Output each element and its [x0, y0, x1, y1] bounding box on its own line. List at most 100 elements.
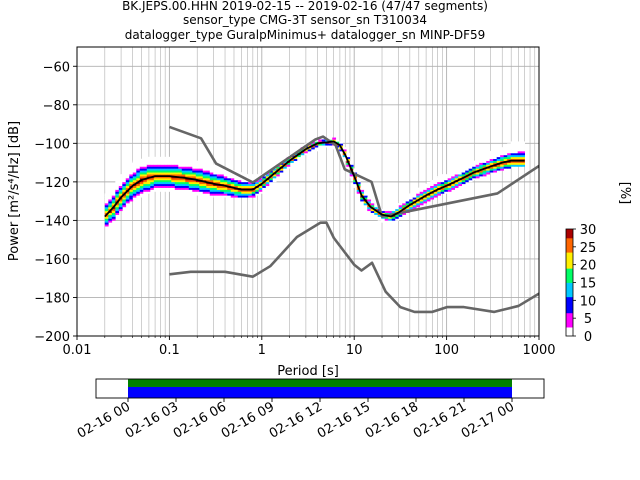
heatmap-cell: [521, 147, 525, 150]
y-tick-label: −120: [34, 176, 70, 191]
heatmap-cell: [500, 168, 504, 171]
heatmap-cell: [412, 193, 417, 196]
timeline-tick-label: 02-16 21: [411, 399, 469, 441]
heatmap-cell: [174, 168, 179, 171]
heatmap-cell: [258, 185, 263, 188]
colorbar-segment: [566, 319, 573, 323]
y-tick-label: −180: [34, 291, 70, 306]
heatmap-cell: [150, 189, 155, 192]
heatmap-cell: [405, 203, 410, 206]
heatmap-cell: [510, 154, 515, 158]
colorbar-segment: [566, 271, 573, 274]
heatmap-cell: [500, 156, 504, 160]
heatmap-cell: [493, 166, 497, 169]
timeline-tick-label: 02-16 09: [219, 399, 277, 441]
heatmap-cell: [164, 168, 169, 171]
heatmap-cell: [209, 183, 214, 187]
heatmap-cell: [269, 183, 274, 187]
heatmap-cell: [125, 179, 130, 183]
heatmap-cell: [503, 166, 508, 169]
heatmap-cell: [174, 185, 179, 188]
heatmap-cell: [139, 158, 144, 161]
heatmap-cell: [213, 189, 218, 192]
colorbar-segment: [566, 253, 573, 257]
heatmap-cell: [195, 183, 200, 187]
heatmap-cell: [458, 172, 463, 175]
heatmap-cell: [167, 185, 172, 188]
heatmap-cell: [290, 164, 295, 167]
heatmap-cell: [192, 164, 197, 167]
heatmap-cell: [423, 201, 428, 204]
heatmap-cell: [237, 189, 242, 192]
heatmap-cell: [136, 162, 141, 165]
heatmap-cell: [391, 220, 396, 223]
heatmap-cell: [174, 170, 179, 173]
heatmap-cell: [104, 204, 109, 208]
heatmap-cell: [258, 191, 263, 194]
heatmap-cell: [178, 187, 183, 190]
heatmap-cell: [489, 158, 494, 161]
heatmap-cell: [206, 168, 211, 171]
heatmap-cell: [342, 154, 347, 158]
heatmap-cell: [514, 151, 518, 154]
heatmap-cell: [440, 179, 445, 183]
colorbar-segment: [566, 277, 573, 280]
heatmap-cell: [188, 160, 193, 163]
heatmap-cell: [132, 179, 137, 183]
heatmap-cell: [223, 195, 228, 198]
heatmap-cell: [503, 152, 508, 156]
heatmap-cell: [269, 166, 274, 169]
heatmap-cell: [258, 179, 263, 183]
colorbar-tick-label: 5: [584, 312, 592, 327]
heatmap-cell: [521, 151, 525, 154]
heatmap-cell: [146, 179, 151, 183]
heatmap-cell: [465, 172, 470, 175]
heatmap-cell: [157, 168, 162, 171]
heatmap-cell: [419, 201, 424, 204]
heatmap-cell: [454, 170, 459, 173]
heatmap-cell: [479, 160, 483, 163]
heatmap-cell: [353, 181, 358, 185]
heatmap-cell: [216, 166, 221, 169]
heatmap-cell: [188, 166, 193, 169]
heatmap-cell: [199, 183, 204, 187]
heatmap-cell: [356, 178, 361, 181]
heatmap-cell: [514, 143, 518, 146]
heatmap-cell: [437, 189, 442, 192]
heatmap-cell: [482, 172, 487, 175]
heatmap-cell: [122, 183, 127, 187]
heatmap-cell: [111, 218, 116, 221]
heatmap-cell: [482, 158, 487, 161]
heatmap-cell: [199, 178, 204, 181]
heatmap-cell: [185, 162, 190, 165]
heatmap-cell: [153, 176, 158, 179]
heatmap-cell: [258, 174, 263, 177]
heatmap-cell: [321, 139, 326, 142]
heatmap-cell: [167, 189, 172, 192]
heatmap-cell: [125, 181, 130, 185]
title-line-3: datalogger_type GuralpMinimus+ datalogge…: [125, 28, 486, 42]
heatmap-cell: [419, 195, 424, 198]
heatmap-cell: [461, 172, 466, 175]
heatmap-cell: [188, 168, 193, 171]
heatmap-cell: [118, 208, 123, 212]
heatmap-cell: [458, 176, 463, 179]
heatmap-cell: [129, 193, 134, 196]
heatmap-cell: [115, 203, 120, 206]
heatmap-cell: [272, 170, 277, 173]
heatmap-cell: [258, 187, 263, 190]
heatmap-cell: [489, 151, 494, 154]
heatmap-cell: [388, 218, 393, 221]
heatmap-cell: [286, 164, 291, 167]
heatmap-cell: [374, 214, 379, 217]
heatmap-cell: [136, 195, 141, 198]
heatmap-cell: [213, 191, 218, 194]
heatmap-cell: [118, 181, 123, 185]
heatmap-cell: [125, 176, 130, 179]
heatmap-cell: [328, 137, 333, 140]
heatmap-cell: [426, 191, 431, 194]
heatmap-cell: [185, 170, 190, 173]
heatmap-cell: [241, 181, 246, 185]
colorbar-segment: [566, 327, 573, 330]
heatmap-cell: [486, 168, 490, 171]
